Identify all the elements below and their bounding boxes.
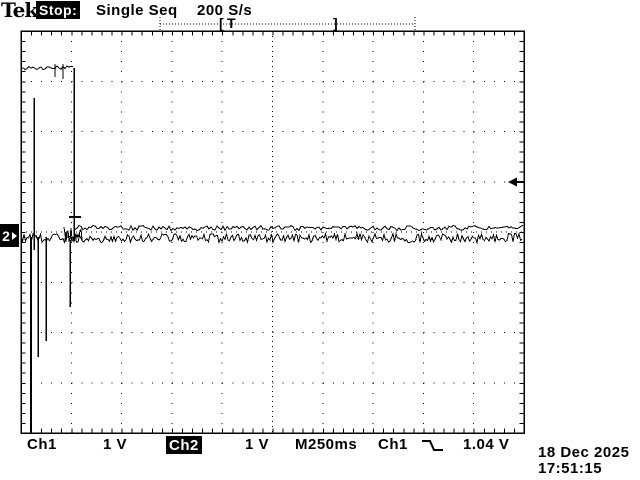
ch1-scale: 1 V xyxy=(103,436,128,453)
tek-logo: Tek xyxy=(1,0,38,22)
falling-edge-icon xyxy=(422,440,443,451)
timebase-readout: M250ms xyxy=(295,436,358,453)
acquisition-state-label: Stop: xyxy=(39,2,78,18)
ch2-label: Ch2 xyxy=(169,436,199,454)
ch2-ground-label: 2 xyxy=(2,227,10,244)
right-arrow-icon xyxy=(11,231,17,240)
sample-rate-label: 200 S/s xyxy=(197,2,253,19)
ch1-label: Ch1 xyxy=(27,436,57,453)
date-label: 18 Dec 2025 xyxy=(538,444,630,461)
trigger-level-readout: 1.04 V xyxy=(463,436,510,453)
acquisition-mode-label: Single Seq xyxy=(96,2,178,19)
ch2-label-badge: Ch2 xyxy=(166,436,202,454)
time-label: 17:51:15 xyxy=(538,460,603,477)
window-left-bracket: [ xyxy=(219,15,224,31)
trigger-source-readout: Ch1 xyxy=(378,436,408,453)
ch2-ground-marker: 2 xyxy=(0,224,19,247)
ch2-scale: 1 V xyxy=(245,436,270,453)
acquisition-state-badge: Stop: xyxy=(36,1,81,19)
trigger-position-marker: T xyxy=(227,15,236,31)
window-right-bracket: ] xyxy=(333,15,338,31)
